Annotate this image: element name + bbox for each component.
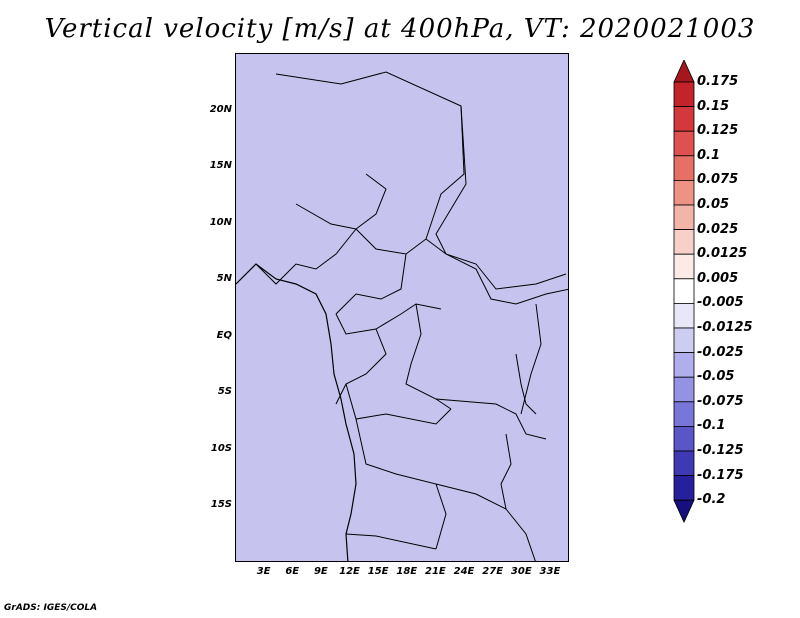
colorbar-tick-label: 0.1	[697, 147, 721, 163]
colorbar-box	[673, 253, 695, 280]
lon-tick-label: 6E	[285, 566, 300, 577]
map-panel	[235, 53, 569, 562]
colorbar-tick-label: 0.175	[697, 74, 739, 89]
lon-tick-label: 18E	[396, 566, 418, 577]
colorbar-box	[673, 278, 695, 304]
colorbar-tick-label: 0.075	[697, 172, 739, 188]
colorbar-tick-label: -0.1	[697, 418, 726, 434]
map-title: Vertical velocity [m/s] at 400hPa, VT: 2…	[44, 14, 756, 44]
colorbar-box	[673, 130, 695, 157]
coastline	[236, 263, 357, 561]
lat-tick-label: 10N	[209, 216, 232, 228]
colorbar-box	[673, 204, 695, 231]
colorbar-box	[673, 180, 695, 206]
colorbar-box	[673, 155, 695, 181]
colorbar-top-arrow	[673, 60, 695, 83]
velocity-field-map	[236, 54, 568, 561]
field-speckle	[236, 54, 568, 561]
grads-footer: GrADS: IGES/COLA	[4, 603, 98, 613]
colorbar-tick-label: 0.05	[697, 197, 730, 212]
lon-tick-label: 33E	[539, 566, 561, 577]
colorbar-tick-label: -0.0125	[697, 320, 753, 335]
lat-tick-label: 20N	[209, 103, 232, 115]
lon-tick-label: 27E	[482, 566, 504, 577]
colorbar-tick-label: -0.025	[697, 344, 744, 360]
lon-tick-label: 15E	[367, 566, 389, 577]
lon-tick-label: 30E	[510, 566, 532, 577]
colorbar-box	[673, 401, 695, 427]
colorbar-tick-label: -0.175	[697, 467, 744, 483]
colorbar-box	[673, 450, 695, 477]
lon-tick-label: 12E	[339, 566, 360, 577]
colorbar-box	[673, 475, 695, 501]
colorbar-box	[673, 352, 695, 378]
colorbar-tick-label: -0.125	[697, 443, 744, 458]
lon-tick-label: 9E	[313, 566, 328, 577]
lon-tick-label: 24E	[453, 566, 475, 577]
colorbar-box	[673, 327, 695, 354]
lat-tick-label: 5N	[216, 273, 232, 285]
colorbar-tick-label: 0.005	[697, 270, 739, 286]
lon-tick-label: 21E	[425, 566, 446, 577]
colorbar-box	[673, 229, 695, 255]
colorbar-box	[673, 106, 695, 132]
colorbar-tick-label: 0.125	[697, 123, 739, 139]
lat-tick-label: 5S	[217, 386, 232, 398]
colorbar-tick-label: 0.025	[697, 221, 739, 237]
colorbar-tick-label: -0.05	[697, 369, 735, 385]
colorbar-box	[673, 81, 695, 108]
colorbar-tick-label: -0.075	[697, 393, 744, 409]
lat-tick-label: 15N	[209, 160, 232, 172]
lat-tick-label: 15S	[210, 499, 232, 511]
colorbar-tick-label: -0.2	[697, 492, 726, 508]
colorbar-tick-label: 0.0125	[697, 246, 748, 262]
lat-tick-label: 10S	[210, 442, 232, 454]
colorbar-box	[673, 425, 695, 452]
colorbar-bottom-arrow	[673, 499, 695, 524]
country-borders	[255, 71, 568, 561]
colorbar-box	[673, 376, 695, 403]
lon-tick-label: 3E	[256, 566, 271, 577]
colorbar-tick-label: 0.15	[697, 98, 730, 114]
colorbar-box	[673, 302, 695, 329]
colorbar	[673, 60, 695, 524]
colorbar-tick-label: -0.005	[697, 295, 744, 311]
lat-tick-label: EQ	[216, 329, 232, 341]
